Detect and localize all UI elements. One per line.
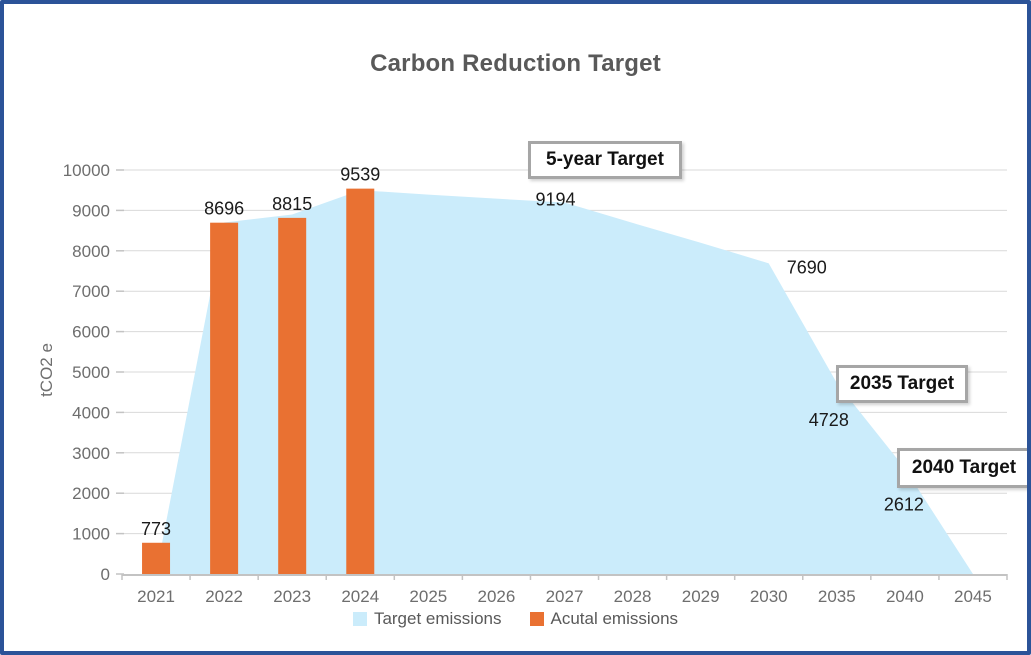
x-tick-label-2024: 2024 [341, 587, 379, 606]
x-tick-label-2022: 2022 [205, 587, 243, 606]
y-tick-label: 9000 [72, 201, 110, 220]
annotation-5-year-target: 5-year Target [528, 141, 682, 179]
y-tick-label: 6000 [72, 323, 110, 342]
y-tick-label: 2000 [72, 484, 110, 503]
bar-label-2023: 8815 [272, 194, 312, 214]
annotation-2035-target-label: 2035 Target [849, 373, 955, 394]
x-tick-label-2021: 2021 [137, 587, 175, 606]
x-tick-label-2029: 2029 [682, 587, 720, 606]
x-tick-label-2027: 2027 [546, 587, 584, 606]
x-tick-label-2035: 2035 [818, 587, 856, 606]
x-tick-label-2026: 2026 [478, 587, 516, 606]
annotation-2035-target: 2035 Target [836, 365, 968, 403]
area-label-2035: 4728 [809, 410, 849, 430]
legend-label-acutal-emissions: Acutal emissions [550, 609, 679, 628]
actual-emissions-bars [142, 188, 375, 575]
bar-2024 [346, 188, 375, 575]
y-axis-title: tCO2 e [37, 343, 56, 397]
legend-label-target-emissions: Target emissions [373, 609, 502, 628]
area-label-2040: 2612 [884, 494, 924, 514]
bar-2022 [210, 222, 239, 575]
x-tick-label-2023: 2023 [273, 587, 311, 606]
axis-ticks [116, 169, 1008, 580]
bar-label-2024: 9539 [340, 165, 380, 185]
area-label-2030: 7690 [787, 257, 827, 277]
y-tick-label: 8000 [72, 242, 110, 261]
x-tick-label-2040: 2040 [886, 587, 924, 606]
y-tick-label: 7000 [72, 282, 110, 301]
y-tick-label: 5000 [72, 363, 110, 382]
y-tick-label: 3000 [72, 444, 110, 463]
y-tick-label: 10000 [63, 161, 110, 180]
annotation-2040-target: 2040 Target [897, 448, 1031, 488]
x-tick-label-2028: 2028 [614, 587, 652, 606]
bar-label-2022: 8696 [204, 199, 244, 219]
y-axis-labels: 0 1000 2000 3000 4000 5000 6000 7000 8000 9000 100… [63, 161, 110, 584]
x-axis-labels: 2021 2022 2023 2024 2025 2026 2027 2028 2029 2030… [137, 587, 992, 606]
annotation-2040-target-label: 2040 Target [911, 457, 1017, 478]
y-tick-label: 4000 [72, 403, 110, 422]
bar-2021 [142, 542, 171, 574]
chart-title: Carbon Reduction Target [370, 50, 661, 77]
legend-item-target-emissions: Target emissions [352, 609, 502, 629]
legend-item-acutal-emissions: Acutal emissions [529, 609, 679, 629]
data-labels: 773 8696 8815 9539 9194 7690 4728 2612 [141, 165, 924, 539]
x-tick-label-2045: 2045 [954, 587, 992, 606]
bar-2023 [278, 217, 307, 574]
bar-label-2021: 773 [141, 519, 171, 539]
legend: Target emissions Acutal emissions [0, 609, 1031, 629]
legend-swatch-target-emissions [352, 612, 367, 626]
legend-swatch-acutal-emissions [529, 612, 544, 626]
area-label-2027: 9194 [535, 190, 575, 210]
annotation-5-year-target-label: 5-year Target [546, 149, 664, 170]
y-tick-label: 1000 [72, 525, 110, 544]
x-tick-label-2030: 2030 [750, 587, 788, 606]
x-tick-label-2025: 2025 [409, 587, 447, 606]
y-tick-label: 0 [101, 565, 110, 584]
